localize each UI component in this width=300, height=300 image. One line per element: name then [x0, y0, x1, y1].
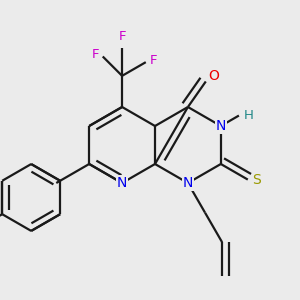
Text: F: F: [150, 54, 158, 67]
Text: F: F: [118, 30, 126, 43]
Text: N: N: [117, 176, 127, 190]
Text: F: F: [92, 48, 100, 61]
Text: N: N: [216, 119, 226, 133]
Text: O: O: [208, 70, 219, 83]
Text: S: S: [252, 172, 261, 187]
Text: H: H: [244, 109, 254, 122]
Text: N: N: [183, 176, 193, 190]
